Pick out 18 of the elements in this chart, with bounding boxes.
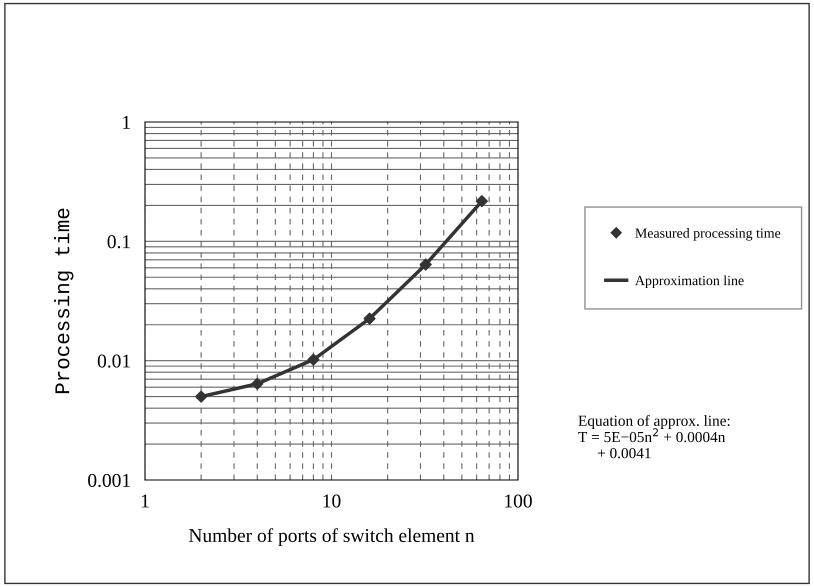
point — [476, 195, 488, 208]
y-tick-label: 0.001 — [88, 474, 130, 488]
legend-label: Approximation line — [635, 275, 744, 288]
y-axis-title: Processing time — [54, 208, 74, 394]
legend-label: Measured processing time — [635, 228, 780, 241]
x-axis-title: Number of ports of switch element n — [188, 528, 474, 546]
text: Equation of approx. line: T = 5E−05n$^{2}$ + 0.0004n + 0.0041 — [578, 415, 730, 458]
x-tick-label: 10 — [323, 494, 340, 508]
point — [307, 354, 320, 366]
point — [420, 258, 432, 271]
x-tick-label: 100 — [505, 494, 532, 508]
x-tick-label: 1 — [142, 494, 149, 508]
point — [363, 312, 376, 325]
point — [195, 390, 208, 403]
point — [251, 378, 264, 390]
y-tick-label: 0.01 — [98, 354, 130, 368]
y-tick-label: 0.1 — [108, 235, 130, 248]
y-tick-label: 1 — [123, 116, 130, 129]
